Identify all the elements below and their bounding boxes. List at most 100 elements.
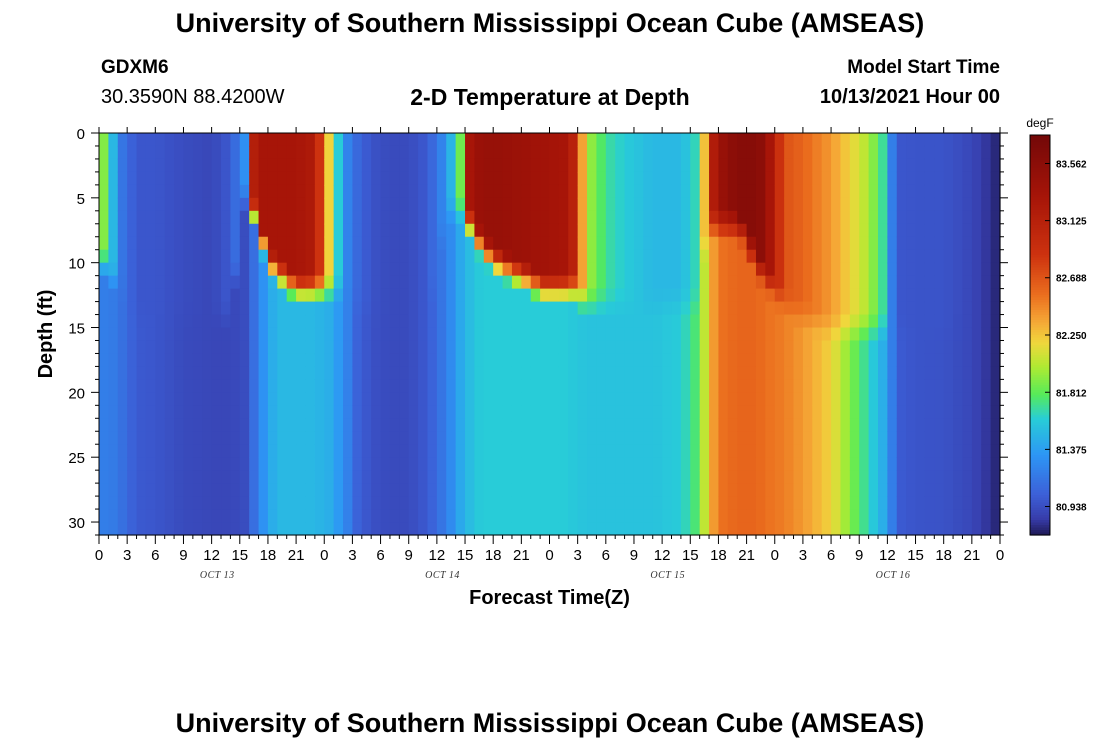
heatmap-cell [436, 184, 447, 199]
heatmap-cell [183, 158, 194, 173]
heatmap-cell [896, 262, 907, 277]
heatmap-cell [981, 522, 992, 536]
heatmap-cell [906, 431, 917, 445]
heatmap-cell [953, 288, 964, 303]
heatmap-cell [540, 496, 551, 510]
heatmap-cell [821, 236, 832, 251]
heatmap-cell [221, 262, 231, 277]
heatmap-cell [962, 184, 973, 199]
heatmap-cell [324, 340, 335, 355]
heatmap-cell [511, 171, 522, 186]
heatmap-cell [671, 418, 682, 432]
heatmap-cell [784, 184, 795, 199]
heatmap-cell [127, 314, 138, 329]
heatmap-cell [99, 509, 109, 523]
heatmap-cell [286, 353, 297, 368]
heatmap-cell [361, 262, 372, 277]
heatmap-cell [633, 171, 644, 186]
heatmap-cell [699, 288, 710, 303]
heatmap-cell [793, 275, 804, 290]
heatmap-cell [117, 340, 128, 355]
heatmap-cell [727, 405, 738, 419]
heatmap-cell [446, 171, 457, 186]
heatmap-cell [755, 431, 766, 445]
heatmap-cells [99, 133, 1001, 536]
heatmap-cell [624, 509, 635, 523]
heatmap-cell [662, 496, 673, 510]
heatmap-cell [633, 275, 644, 290]
heatmap-cell [117, 327, 128, 342]
heatmap-cell [765, 470, 776, 484]
heatmap-cell [671, 158, 682, 173]
heatmap-cell [511, 353, 522, 368]
heatmap-cell [277, 236, 288, 251]
heatmap-cell [680, 457, 691, 471]
heatmap-cell [333, 405, 344, 419]
heatmap-cell [596, 444, 607, 458]
heatmap-cell [296, 184, 307, 199]
heatmap-cell [802, 457, 813, 471]
heatmap-cell [821, 431, 832, 445]
heatmap-cell [164, 145, 175, 160]
heatmap-cell [605, 353, 616, 368]
heatmap-cell [324, 418, 335, 432]
heatmap-cell [483, 249, 494, 264]
heatmap-cell [549, 327, 560, 342]
colorbar-segment [1030, 290, 1050, 294]
heatmap-cell [521, 158, 532, 173]
heatmap-cell [540, 418, 551, 432]
heatmap-cell [333, 262, 344, 277]
heatmap-cell [755, 340, 766, 355]
heatmap-cell [267, 288, 278, 303]
heatmap-cell [971, 184, 982, 199]
heatmap-cell [221, 171, 231, 186]
heatmap-cell [765, 392, 776, 406]
heatmap-cell [784, 210, 795, 225]
heatmap-cell [174, 236, 185, 251]
heatmap-cell [230, 236, 241, 251]
heatmap-cell [577, 223, 588, 238]
heatmap-cell [502, 470, 513, 484]
heatmap-cell [605, 483, 616, 497]
heatmap-cell [427, 444, 438, 458]
heatmap-cell [164, 197, 175, 212]
heatmap-cell [596, 133, 607, 147]
heatmap-cell [145, 392, 156, 406]
heatmap-cell [399, 418, 410, 432]
heatmap-cell [953, 327, 964, 342]
heatmap-cell [465, 184, 476, 199]
heatmap-cell [793, 223, 804, 238]
heatmap-cell [333, 133, 344, 147]
heatmap-cell [286, 470, 297, 484]
heatmap-cell [605, 327, 616, 342]
heatmap-cell [99, 340, 109, 355]
heatmap-cell [221, 405, 231, 419]
heatmap-cell [906, 249, 917, 264]
heatmap-cell [108, 184, 119, 199]
heatmap-cell [145, 223, 156, 238]
colorbar-segment [1030, 245, 1050, 249]
heatmap-cell [746, 496, 757, 510]
heatmap-cell [624, 262, 635, 277]
heatmap-cell [286, 171, 297, 186]
heatmap-cell [127, 496, 138, 510]
heatmap-cell [296, 392, 307, 406]
heatmap-cell [521, 366, 532, 380]
heatmap-cell [587, 405, 598, 419]
heatmap-cell [361, 522, 372, 536]
heatmap-cell [755, 457, 766, 471]
heatmap-cell [427, 184, 438, 199]
colorbar-tick-label: 81.375 [1056, 445, 1087, 456]
heatmap-cell [549, 223, 560, 238]
heatmap-cell [840, 197, 851, 212]
heatmap-cell [230, 262, 241, 277]
heatmap-cell [755, 522, 766, 536]
heatmap-cell [277, 327, 288, 342]
heatmap-cell [568, 457, 579, 471]
heatmap-cell [643, 262, 654, 277]
colorbar-segment [1030, 422, 1050, 426]
heatmap-cell [249, 353, 260, 368]
heatmap-cell [962, 236, 973, 251]
heatmap-cell [305, 210, 316, 225]
heatmap-cell [314, 366, 325, 380]
